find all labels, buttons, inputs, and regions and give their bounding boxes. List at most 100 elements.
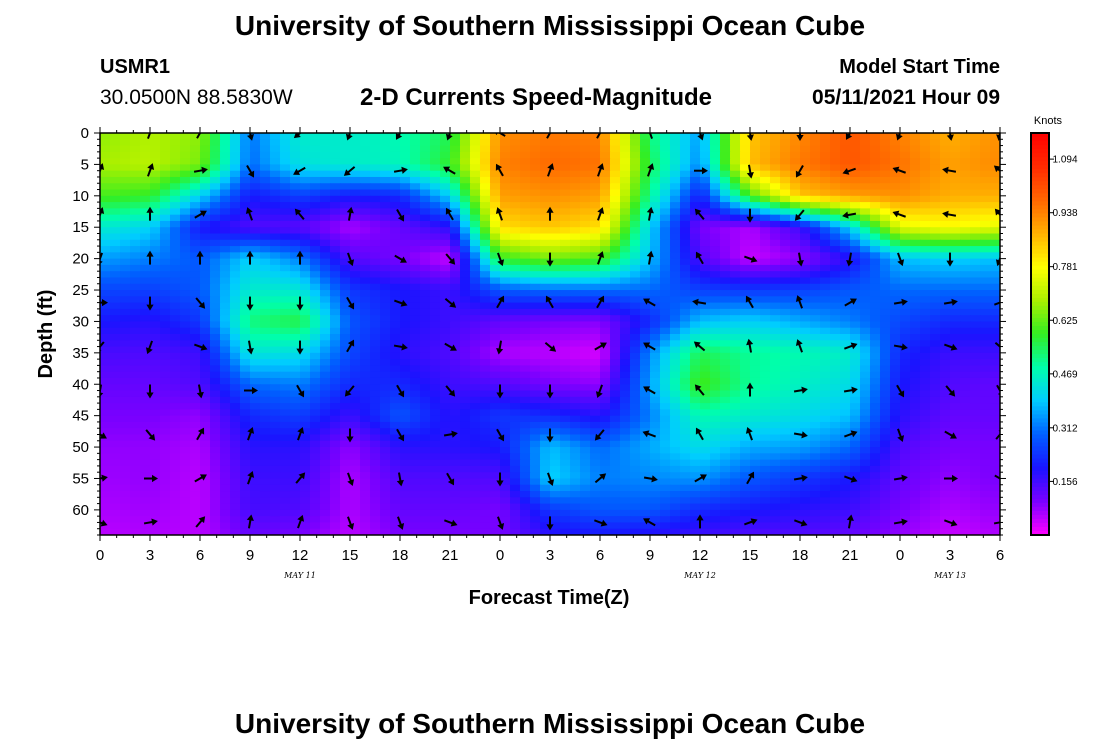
speed-cell [410,321,421,329]
speed-cell [950,440,961,448]
speed-cell [580,195,591,203]
speed-cell [990,208,1000,216]
speed-cell [900,302,911,310]
speed-cell [690,447,701,454]
speed-cell [980,271,991,279]
speed-cell [330,189,341,197]
speed-cell [930,214,941,222]
speed-cell [120,227,131,235]
speed-cell [960,396,971,404]
speed-cell [570,183,581,191]
speed-cell [910,465,921,473]
speed-cell [830,421,841,429]
speed-cell [310,271,321,279]
speed-cell [920,252,931,260]
speed-cell [650,189,661,197]
speed-cell [740,302,751,310]
speed-cell [820,371,831,379]
speed-cell [510,409,521,417]
speed-cell [550,365,561,373]
speed-cell [440,277,451,285]
speed-cell [870,164,881,172]
speed-cell [480,421,491,429]
speed-cell [800,151,811,159]
speed-cell [390,472,401,480]
speed-cell [880,208,891,216]
speed-cell [130,377,141,385]
speed-cell [930,252,941,260]
speed-cell [610,264,621,272]
speed-cell [130,346,141,354]
speed-cell [150,308,161,316]
speed-cell [680,377,691,385]
speed-cell [990,428,1000,436]
speed-cell [940,434,951,442]
speed-cell [560,428,571,436]
speed-cell [180,296,191,304]
speed-cell [810,302,821,310]
speed-cell [100,453,111,461]
speed-cell [110,264,121,272]
speed-cell [180,227,191,235]
speed-cell [910,277,921,285]
speed-cell [210,340,221,348]
speed-cell [740,459,751,467]
speed-cell [410,428,421,436]
speed-cell [580,440,591,448]
speed-cell [300,359,311,367]
speed-cell [750,465,761,473]
speed-cell [400,346,411,354]
speed-cell [220,459,231,467]
speed-cell [560,459,571,467]
speed-cell [820,189,831,197]
speed-cell [650,428,661,436]
speed-cell [530,346,541,354]
speed-cell [400,264,411,272]
speed-cell [430,133,441,140]
speed-cell [850,246,861,253]
speed-cell [410,434,421,442]
speed-cell [970,472,981,480]
speed-cell [920,428,931,436]
speed-cell [740,290,751,297]
speed-cell [580,396,591,404]
speed-cell [370,208,381,216]
speed-cell [180,264,191,272]
speed-cell [130,352,141,360]
speed-cell [730,296,741,304]
speed-cell [950,421,961,429]
speed-cell [800,195,811,203]
speed-cell [810,220,821,228]
speed-cell [780,164,791,172]
speed-cell [860,465,871,473]
speed-cell [440,409,451,417]
speed-cell [910,459,921,467]
speed-cell [840,346,851,354]
speed-cell [480,258,491,266]
speed-cell [420,158,431,166]
speed-cell [200,133,211,140]
speed-cell [970,428,981,436]
speed-cell [490,478,501,486]
speed-cell [900,189,911,197]
speed-cell [110,459,121,467]
speed-cell [310,327,321,335]
speed-cell [230,208,241,216]
speed-cell [180,415,191,423]
speed-cell [560,158,571,166]
speed-cell [580,271,591,279]
speed-cell [940,447,951,454]
speed-cell [250,208,261,216]
speed-cell [430,271,441,279]
speed-cell [990,315,1000,323]
speed-cell [730,321,741,329]
speed-cell [950,151,961,159]
speed-cell [770,277,781,285]
speed-cell [100,472,111,480]
speed-cell [230,214,241,222]
speed-cell [790,308,801,316]
speed-cell [830,264,841,272]
speed-cell [840,409,851,417]
speed-cell [960,183,971,191]
speed-cell [410,208,421,216]
